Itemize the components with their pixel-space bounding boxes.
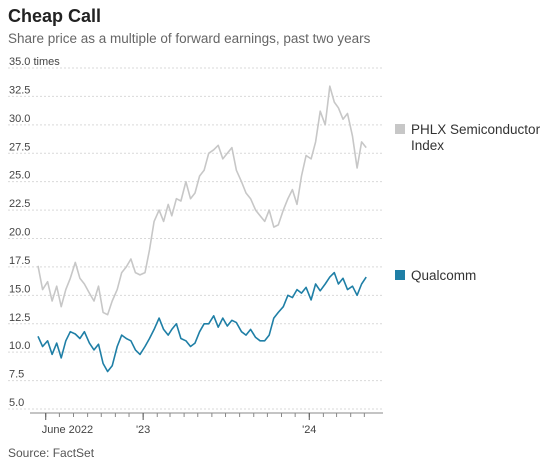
chart-title: Cheap Call (8, 6, 102, 26)
gridlines (8, 67, 383, 414)
source-note: Source: FactSet (8, 446, 95, 460)
series-lines (37, 85, 367, 373)
y-tick-label: 22.5 (9, 198, 30, 210)
y-tick-label: 15.0 (9, 283, 30, 295)
y-tick-label: 17.5 (9, 255, 30, 267)
y-tick-label: 10.0 (9, 340, 30, 352)
y-tick-label: 20.0 (9, 227, 30, 239)
y-tick-label: 25.0 (9, 170, 30, 182)
legend-label: PHLX Semiconductor (411, 122, 541, 137)
chart-subtitle: Share price as a multiple of forward ear… (8, 31, 371, 46)
y-tick-label: 12.5 (9, 312, 30, 324)
legend-label: Index (411, 138, 444, 153)
series-line-qualcomm (37, 271, 367, 373)
x-tick-label: '23 (136, 424, 150, 436)
y-axis-ticks: 5.0 7.5 10.0 12.5 15.0 17.5 20.0 22.5 25.0 27.5 30… (9, 56, 60, 409)
legend-swatch (395, 124, 405, 134)
x-axis-ticks: June 2022 '23 '24 (42, 413, 365, 436)
y-tick-label: 30.0 (9, 113, 30, 125)
y-tick-label: 7.5 (9, 369, 24, 381)
x-tick-label: '24 (302, 424, 316, 436)
legend-swatch (395, 270, 405, 280)
y-tick-label: 35.0 times (9, 56, 60, 68)
series-line-phlx (37, 85, 367, 316)
y-tick-label: 5.0 (9, 397, 24, 409)
y-tick-label: 27.5 (9, 141, 30, 153)
y-tick-label: 32.5 (9, 84, 30, 96)
legend-label: Qualcomm (411, 268, 476, 283)
x-tick-label: June 2022 (42, 424, 93, 436)
